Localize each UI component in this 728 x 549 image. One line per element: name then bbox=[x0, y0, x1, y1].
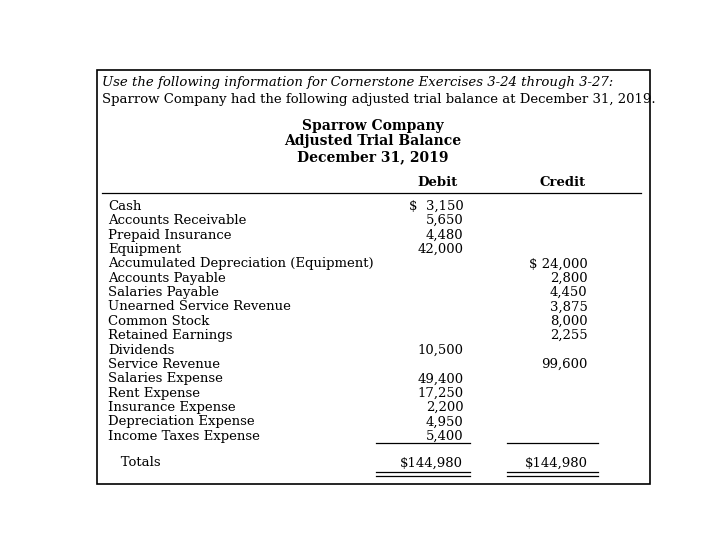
Text: Adjusted Trial Balance: Adjusted Trial Balance bbox=[285, 135, 462, 148]
Text: Prepaid Insurance: Prepaid Insurance bbox=[108, 228, 232, 242]
Text: 10,500: 10,500 bbox=[417, 344, 464, 357]
Text: Credit: Credit bbox=[539, 176, 585, 189]
Text: Accounts Receivable: Accounts Receivable bbox=[108, 214, 246, 227]
Text: Dividends: Dividends bbox=[108, 344, 174, 357]
Text: Sparrow Company: Sparrow Company bbox=[302, 119, 444, 133]
Text: $144,980: $144,980 bbox=[524, 456, 587, 469]
Text: 2,200: 2,200 bbox=[426, 401, 464, 414]
Text: Sparrow Company had the following adjusted trial balance at December 31, 2019.: Sparrow Company had the following adjust… bbox=[102, 93, 656, 107]
Text: 4,950: 4,950 bbox=[426, 416, 464, 428]
Text: $  3,150: $ 3,150 bbox=[408, 200, 464, 213]
Text: Accumulated Depreciation (Equipment): Accumulated Depreciation (Equipment) bbox=[108, 257, 373, 270]
Text: Debit: Debit bbox=[418, 176, 458, 189]
Text: 17,250: 17,250 bbox=[417, 386, 464, 400]
Text: Rent Expense: Rent Expense bbox=[108, 386, 200, 400]
Text: Income Taxes Expense: Income Taxes Expense bbox=[108, 430, 260, 443]
Text: Totals: Totals bbox=[108, 456, 161, 469]
Text: Common Stock: Common Stock bbox=[108, 315, 210, 328]
Text: 49,400: 49,400 bbox=[417, 372, 464, 385]
Text: Depreciation Expense: Depreciation Expense bbox=[108, 416, 255, 428]
Text: $ 24,000: $ 24,000 bbox=[529, 257, 587, 270]
Text: 42,000: 42,000 bbox=[417, 243, 464, 256]
Text: Insurance Expense: Insurance Expense bbox=[108, 401, 236, 414]
Text: 4,480: 4,480 bbox=[426, 228, 464, 242]
Text: 5,650: 5,650 bbox=[426, 214, 464, 227]
Text: 2,800: 2,800 bbox=[550, 272, 587, 285]
Text: 2,255: 2,255 bbox=[550, 329, 587, 342]
Text: 4,450: 4,450 bbox=[550, 286, 587, 299]
Text: 3,875: 3,875 bbox=[550, 300, 587, 313]
Text: $144,980: $144,980 bbox=[400, 456, 464, 469]
Text: Cash: Cash bbox=[108, 200, 141, 213]
Text: Salaries Payable: Salaries Payable bbox=[108, 286, 219, 299]
Text: Use the following information for Cornerstone Exercises 3-24 through 3-27:: Use the following information for Corner… bbox=[102, 76, 614, 89]
Text: Salaries Expense: Salaries Expense bbox=[108, 372, 223, 385]
Text: 99,600: 99,600 bbox=[541, 358, 587, 371]
Text: Unearned Service Revenue: Unearned Service Revenue bbox=[108, 300, 290, 313]
Text: Service Revenue: Service Revenue bbox=[108, 358, 220, 371]
Text: 8,000: 8,000 bbox=[550, 315, 587, 328]
Text: 5,400: 5,400 bbox=[426, 430, 464, 443]
Text: Equipment: Equipment bbox=[108, 243, 181, 256]
Text: December 31, 2019: December 31, 2019 bbox=[297, 150, 449, 165]
Text: Retained Earnings: Retained Earnings bbox=[108, 329, 232, 342]
Text: Accounts Payable: Accounts Payable bbox=[108, 272, 226, 285]
